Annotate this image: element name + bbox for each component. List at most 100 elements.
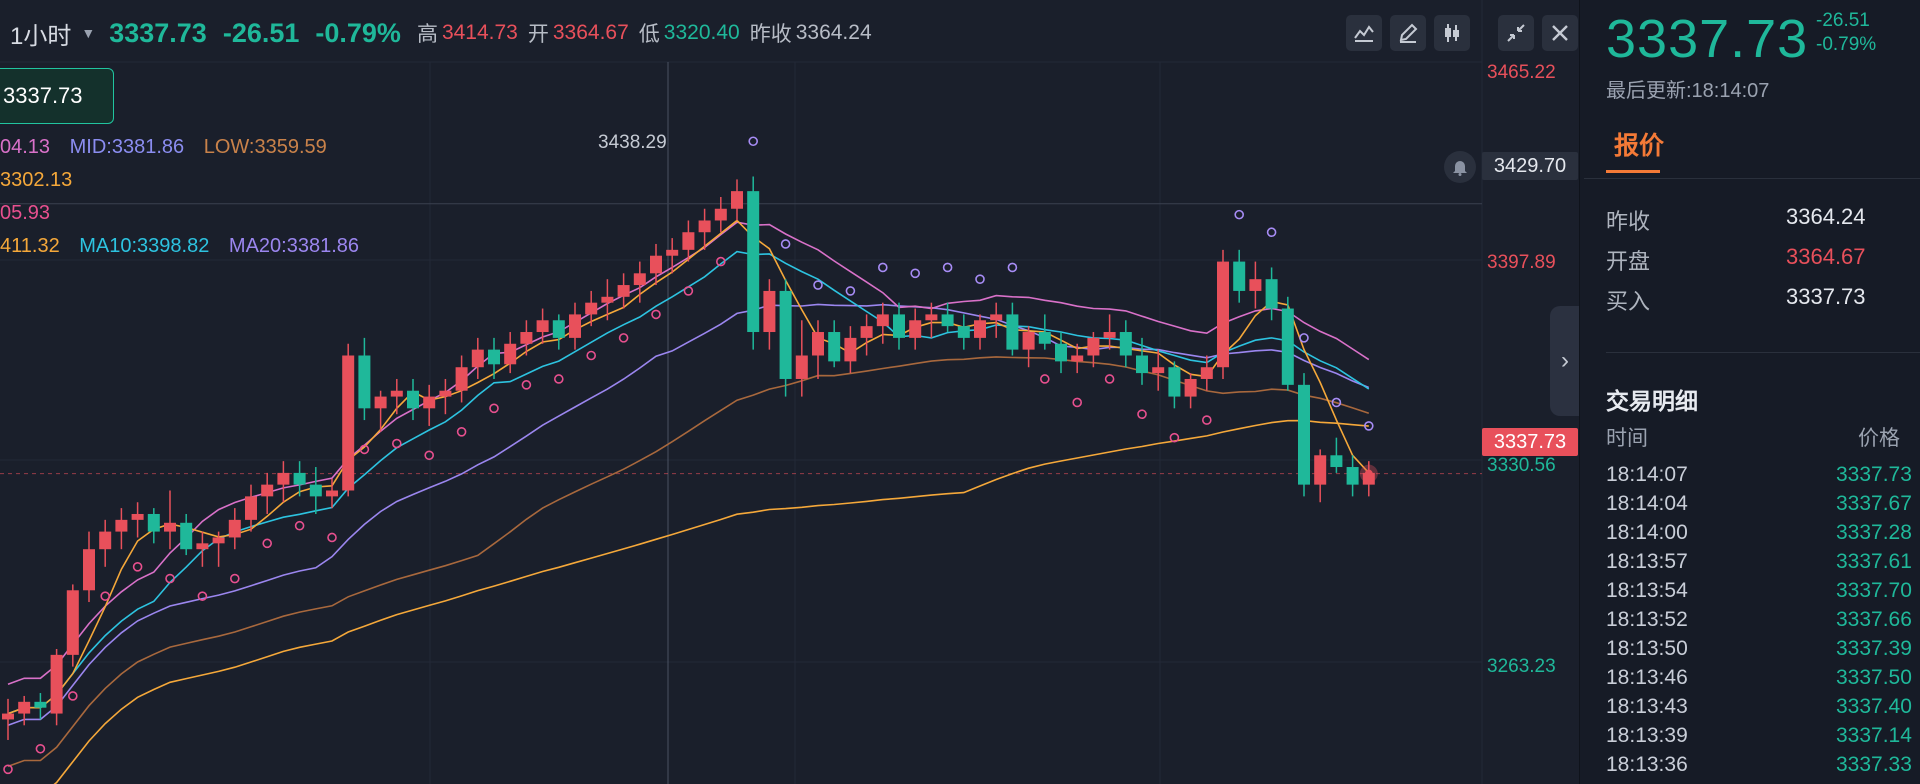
candle-body (633, 273, 646, 286)
candlestick-icon[interactable] (1434, 15, 1470, 51)
sar-dot (975, 274, 985, 284)
sar-dot (1104, 374, 1115, 384)
trade-price: 3337.61 (1836, 550, 1912, 573)
trade-time: 18:13:52 (1606, 608, 1688, 631)
candle-body (1152, 367, 1165, 374)
candle-body (1022, 332, 1035, 350)
candle-body (147, 513, 160, 532)
trade-time: 18:13:36 (1606, 753, 1688, 776)
high-value: 3414.73 (441, 21, 518, 44)
sar-dot (68, 691, 78, 701)
sar-dot (910, 268, 921, 279)
candle-body (277, 472, 290, 485)
stat-value: 3337.73 (1786, 284, 1866, 309)
candle-body (390, 390, 403, 397)
candle-body (569, 314, 581, 338)
chevron-right-icon[interactable]: › (1550, 306, 1579, 416)
candle-body (228, 519, 241, 538)
tab-quote[interactable]: 报价 (1614, 132, 1665, 160)
stat-label: 昨收 (1606, 209, 1651, 234)
trade-time: 18:13:39 (1606, 724, 1688, 747)
candle-body (601, 296, 614, 303)
candle-body (650, 255, 662, 274)
candle-body (812, 332, 824, 356)
bell-icon[interactable] (1444, 151, 1476, 183)
prev-close-value: 3364.24 (795, 21, 872, 44)
candle-body (1233, 261, 1246, 291)
candle-body (1330, 455, 1343, 468)
candle-body (115, 519, 128, 532)
candle-body (488, 349, 500, 365)
sar-dot (683, 286, 694, 296)
candle-body (1184, 378, 1197, 397)
candlestick-chart[interactable] (0, 0, 1580, 784)
header-change-pct: -0.79% (315, 17, 401, 48)
close-icon[interactable] (1542, 15, 1578, 51)
candle-body (164, 522, 176, 532)
quote-last-price: 3337.73 (1606, 9, 1809, 69)
candle-body (552, 320, 565, 338)
boll-upper-line (7, 221, 1370, 685)
sar-dot (489, 403, 499, 414)
candle-body (779, 290, 792, 379)
sar-dot (715, 256, 726, 267)
chart-panel[interactable]: 1小时 ▼ 3337.73 -26.51 -0.79% 高 3414.73 开 … (0, 0, 1580, 784)
axis-label-lower: 3330.56 (1487, 455, 1556, 476)
low-value: 3320.40 (663, 21, 740, 44)
chart-toolbar (1346, 15, 1578, 51)
sar-dot (553, 374, 564, 384)
boll-indicator-legend: 04.13 MID:3381.86 LOW:3359.59 (0, 136, 341, 159)
indicator-line-3: 05.93 (0, 202, 51, 224)
draw-pen-icon[interactable] (1390, 15, 1426, 51)
candle-body (2, 713, 14, 720)
chart-header: 1小时 ▼ 3337.73 -26.51 -0.79% 高 3414.73 开 … (0, 0, 1579, 66)
sar-dot (294, 520, 305, 531)
quote-change-pct: -0.79% (1816, 34, 1877, 55)
candle-body (358, 355, 371, 409)
sar-dot (780, 239, 791, 249)
sar-dot (359, 444, 370, 455)
candle-body (18, 701, 31, 714)
trade-price: 3337.67 (1836, 492, 1912, 515)
candle-body (860, 326, 873, 338)
candle-body (1200, 367, 1213, 379)
timeframe-selector[interactable]: 1小时 (10, 22, 72, 50)
ma-long-line (53, 419, 1369, 784)
sar-dot (1202, 415, 1212, 425)
candle-body (1006, 314, 1019, 350)
axis-label-bottom: 3263.23 (1487, 656, 1556, 677)
candle-body (504, 343, 517, 365)
indicator-icon[interactable] (1346, 15, 1382, 51)
trade-price: 3337.70 (1836, 579, 1912, 602)
open-value: 3364.67 (552, 21, 629, 44)
ma10-value: MA10:3398.82 (79, 235, 210, 257)
candle-body (245, 496, 257, 520)
sar-dot (100, 591, 110, 601)
candle-body (34, 701, 47, 708)
ma10-line (7, 250, 1370, 715)
sar-dot (35, 743, 46, 754)
trade-time: 18:13:43 (1606, 695, 1688, 718)
boll-low-value: LOW:3359.59 (203, 136, 327, 158)
last-updated: 最后更新:18:14:07 (1606, 80, 1770, 102)
trade-time: 18:13:50 (1606, 637, 1688, 660)
peak-price-label: 3438.29 (598, 132, 667, 153)
candle-body (844, 337, 857, 362)
candle-body (990, 314, 1003, 321)
sar-dot (132, 562, 143, 572)
alert-price-tag[interactable]: 3429.70 (1482, 152, 1578, 180)
collapse-arrows-icon[interactable] (1498, 15, 1534, 51)
candle-body (536, 320, 549, 333)
trade-price: 3337.14 (1836, 724, 1912, 747)
chevron-down-icon[interactable]: ▼ (81, 25, 96, 41)
divider (1606, 352, 1920, 353)
candle-body (212, 537, 225, 544)
candle-body (1038, 332, 1051, 344)
candle-body (471, 349, 484, 368)
candle-body (1168, 367, 1181, 397)
candle-body (99, 531, 112, 550)
stat-value: 3364.24 (1786, 204, 1866, 229)
candle-body (293, 472, 306, 485)
candle-body (698, 220, 711, 233)
candle-body (1087, 337, 1100, 356)
